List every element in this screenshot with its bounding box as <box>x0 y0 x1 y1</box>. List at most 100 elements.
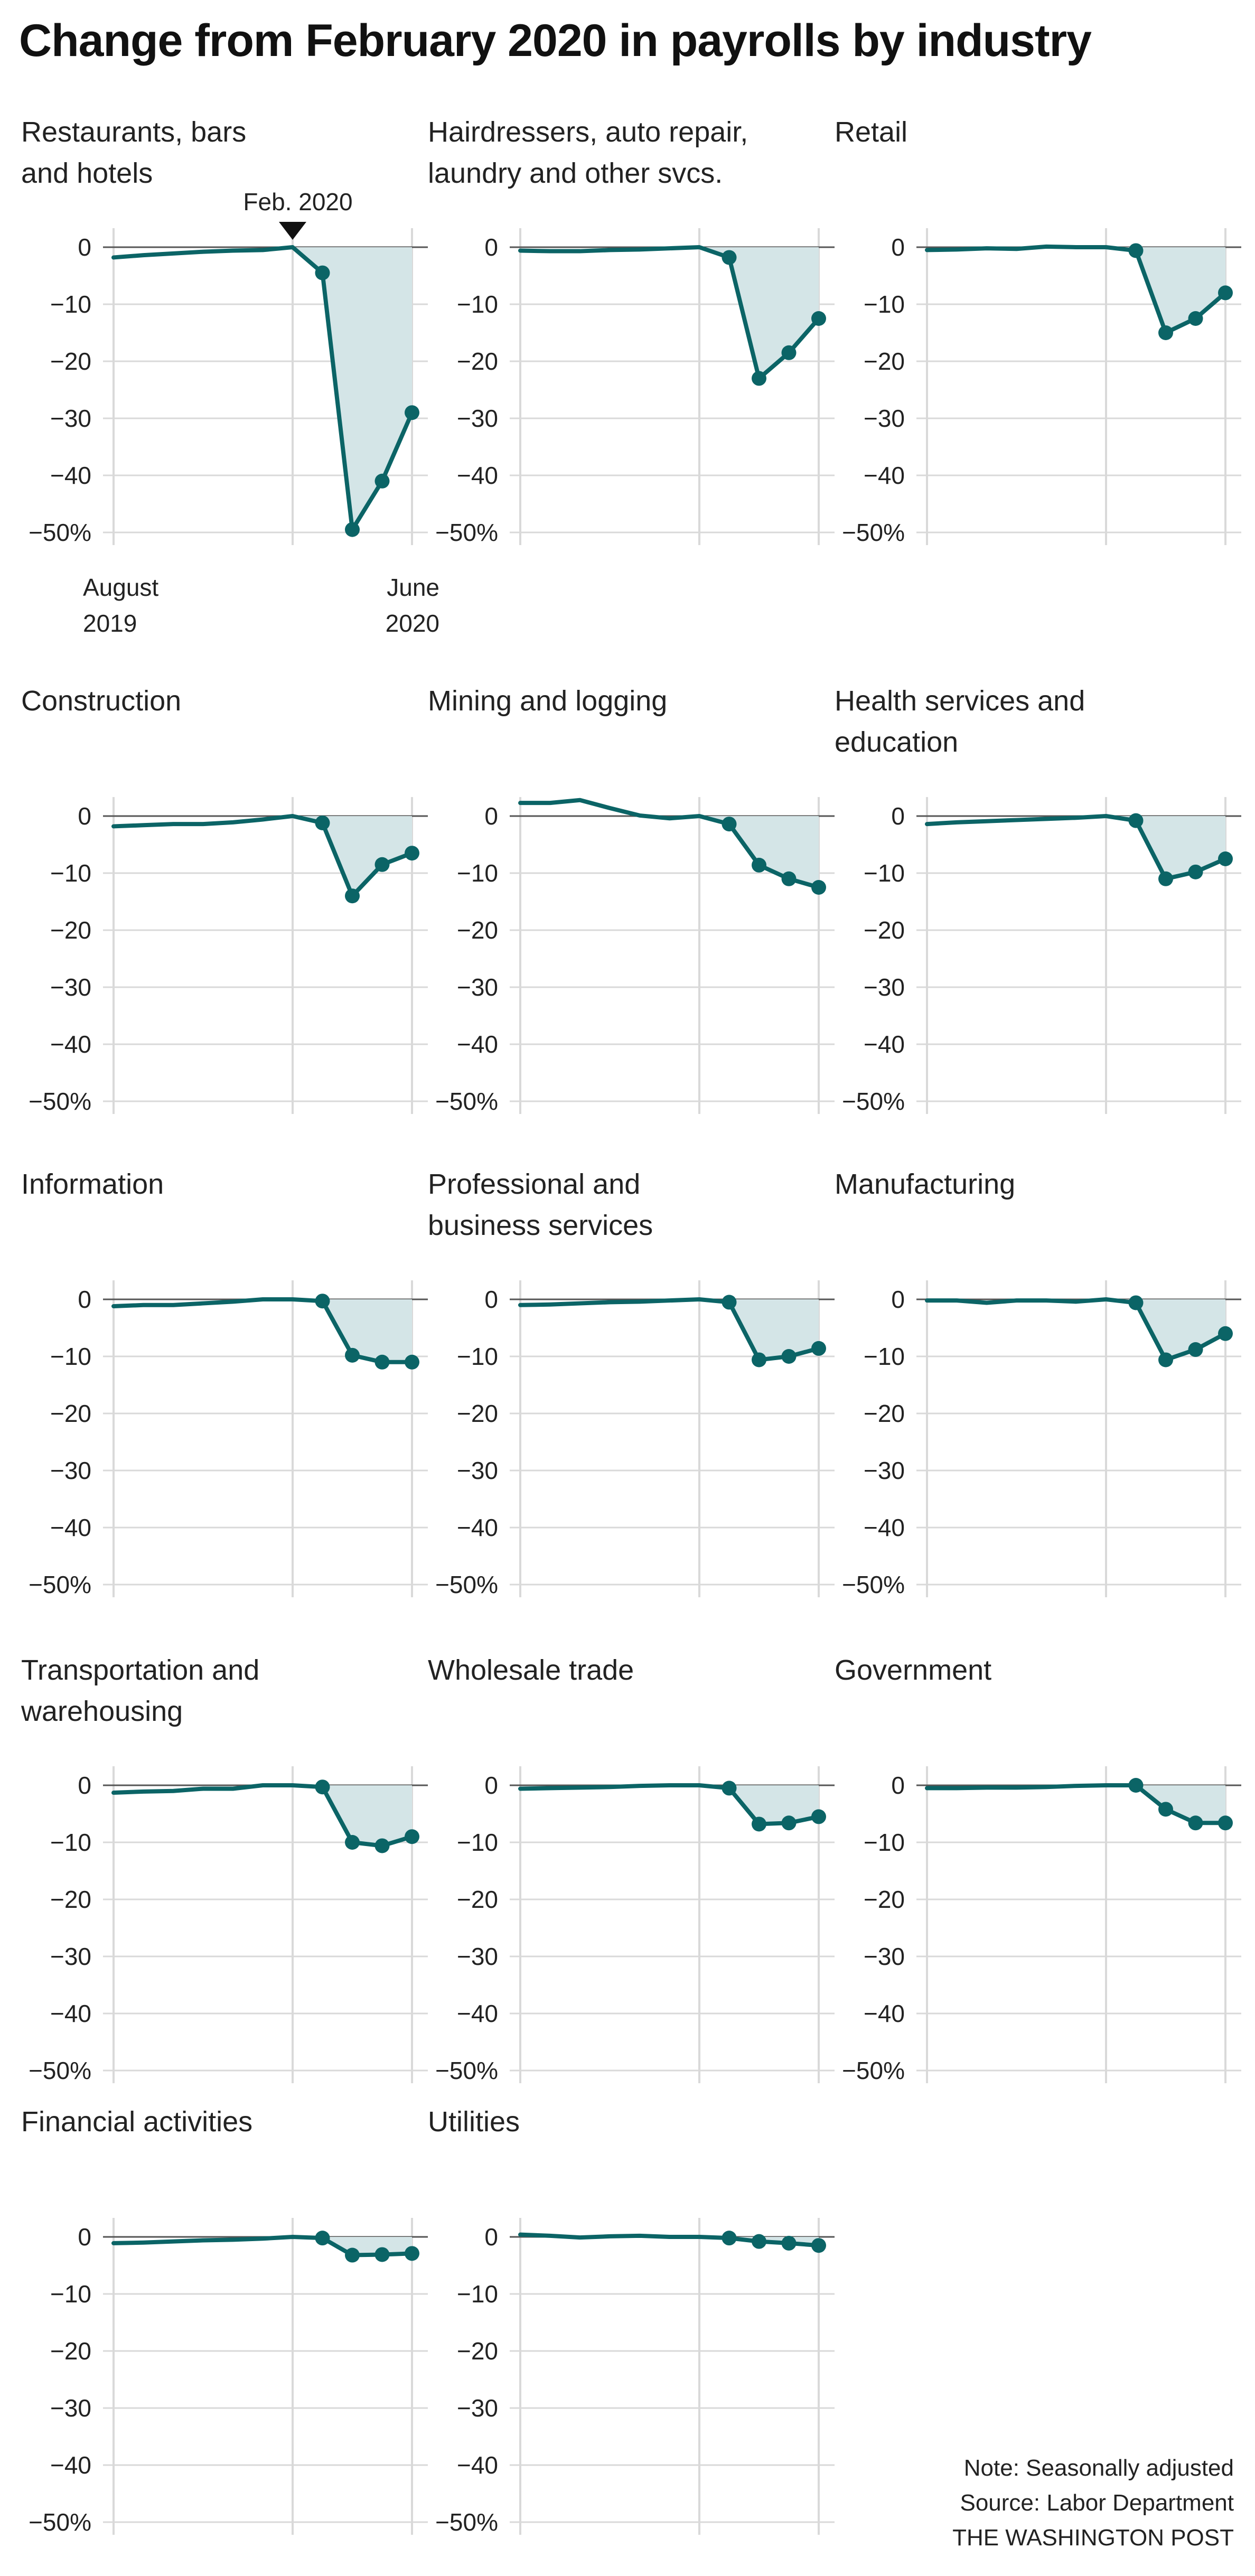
y-tick-label: −20 <box>50 348 91 375</box>
y-tick-label: −30 <box>457 2394 498 2422</box>
panel-title-line: Construction <box>21 685 181 717</box>
data-point <box>345 2247 360 2263</box>
data-point <box>1158 1352 1173 1367</box>
y-tick-label: −30 <box>864 973 905 1001</box>
panel-title-line: Restaurants, bars <box>21 116 246 148</box>
series-line <box>111 1783 414 1848</box>
y-tick-label: −50% <box>29 2508 91 2536</box>
data-point <box>315 1294 330 1309</box>
data-point <box>1188 864 1203 879</box>
data-point <box>315 1779 330 1795</box>
shaded-decline-area <box>1106 247 1225 333</box>
y-tick-label: −10 <box>457 2280 498 2308</box>
y-tick-label: −30 <box>864 1457 905 1484</box>
y-tick-label: −40 <box>50 2000 91 2027</box>
y-tick-label: −20 <box>457 916 498 944</box>
data-point <box>374 1354 390 1370</box>
y-tick-label: −10 <box>864 291 905 318</box>
footnote-block: Note: Seasonally adjusted Source: Labor … <box>952 2451 1234 2555</box>
y-tick-label: −40 <box>50 1031 91 1058</box>
series-line <box>111 2235 414 2257</box>
y-tick-label: −30 <box>50 2394 91 2422</box>
y-tick-label: −50% <box>842 1571 905 1598</box>
panel-title-line: education <box>835 726 958 758</box>
y-tick-label: 0 <box>78 2223 91 2251</box>
panel-title-line: Utilities <box>428 2106 520 2138</box>
y-tick-label: −40 <box>457 2000 498 2027</box>
shaded-decline-area <box>699 1785 819 1824</box>
y-tick-label: −30 <box>50 973 91 1001</box>
data-point <box>1218 1815 1233 1831</box>
y-tick-label: −30 <box>864 405 905 432</box>
data-point <box>811 2238 826 2253</box>
y-tick-label: −10 <box>457 291 498 318</box>
data-point <box>1128 1778 1144 1793</box>
y-tick-label: −50% <box>435 2508 498 2536</box>
data-point <box>752 371 766 386</box>
panel-title-line: Transportation and <box>21 1654 259 1686</box>
shaded-decline-area <box>1106 1299 1225 1360</box>
data-point <box>811 311 826 326</box>
y-tick-label: −40 <box>50 1514 91 1541</box>
y-tick-label: −20 <box>864 1400 905 1427</box>
panel-title-line: Wholesale trade <box>428 1654 634 1686</box>
y-tick-label: −40 <box>457 2451 498 2479</box>
data-point <box>781 871 797 886</box>
series-line <box>518 798 821 889</box>
y-tick-label: −50% <box>29 1088 91 1115</box>
y-tick-label: −10 <box>50 1829 91 1856</box>
data-point <box>811 1341 826 1356</box>
y-tick-label: −40 <box>50 462 91 489</box>
data-point <box>752 1816 766 1832</box>
y-tick-label: −20 <box>864 348 905 375</box>
data-point <box>722 2231 737 2246</box>
series-line <box>111 1297 414 1364</box>
y-tick-label: −20 <box>50 1400 91 1427</box>
y-tick-label: −40 <box>457 462 498 489</box>
data-point <box>752 857 766 873</box>
y-tick-label: −40 <box>864 462 905 489</box>
source-text: Source: Labor Department <box>960 2490 1234 2516</box>
series-line <box>518 1297 821 1362</box>
y-tick-label: −10 <box>864 859 905 887</box>
annotation-arrow <box>279 222 306 240</box>
data-point <box>1188 1815 1203 1831</box>
y-tick-label: −10 <box>457 1343 498 1370</box>
y-tick-label: −50% <box>29 2057 91 2084</box>
panel-title-line: Mining and logging <box>428 685 667 717</box>
y-tick-label: −20 <box>457 2337 498 2365</box>
data-point <box>781 1815 797 1831</box>
panel-title-line: and hotels <box>21 157 153 189</box>
data-point <box>315 265 330 280</box>
data-point <box>374 857 390 872</box>
y-tick-label: −40 <box>457 1514 498 1541</box>
y-tick-label: −40 <box>457 1031 498 1058</box>
y-tick-label: −20 <box>50 916 91 944</box>
data-point <box>374 2247 390 2262</box>
y-tick-label: −20 <box>457 1886 498 1913</box>
x-axis-label-start: August <box>83 574 158 601</box>
data-point <box>405 1829 419 1844</box>
data-point <box>781 2235 797 2251</box>
y-tick-label: −40 <box>864 1514 905 1541</box>
data-point <box>1158 871 1173 886</box>
y-tick-label: 0 <box>484 802 498 830</box>
y-tick-label: −30 <box>50 405 91 432</box>
series-line <box>518 2232 821 2248</box>
y-tick-label: −50% <box>435 1571 498 1598</box>
data-point <box>1218 285 1233 301</box>
series-line <box>925 1783 1228 1825</box>
data-point <box>1158 1802 1173 1817</box>
data-point <box>405 405 419 420</box>
data-point <box>374 1838 390 1853</box>
data-point <box>405 2246 419 2261</box>
y-tick-label: 0 <box>891 1772 905 1799</box>
y-tick-label: 0 <box>484 1286 498 1313</box>
panel-title-line: Professional and <box>428 1168 640 1200</box>
data-point <box>405 1354 419 1370</box>
x-axis-label-end: 2020 <box>386 610 439 637</box>
data-point <box>1218 851 1233 866</box>
data-point <box>1188 311 1203 326</box>
data-point <box>345 522 360 537</box>
